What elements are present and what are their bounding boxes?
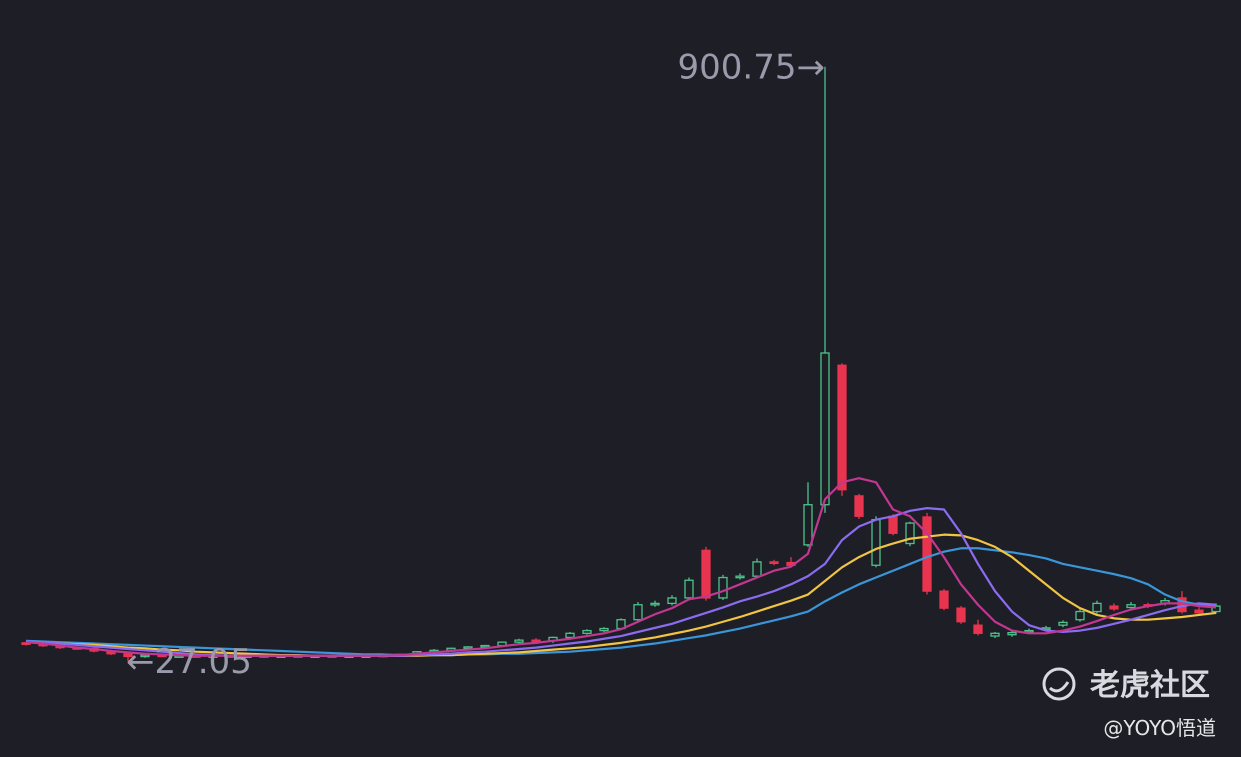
candle-body bbox=[480, 644, 490, 648]
candle-body bbox=[531, 639, 541, 643]
watermark-logo-mark bbox=[1049, 681, 1070, 693]
min-annotation: ←27.05 bbox=[126, 642, 252, 682]
candle-body bbox=[1126, 604, 1136, 609]
candle-body bbox=[463, 646, 473, 650]
watermark-author: @YOYO悟道 bbox=[1103, 716, 1216, 740]
candle-body bbox=[565, 632, 575, 639]
candle-body bbox=[973, 624, 983, 634]
max-annotation: 900.75→ bbox=[678, 48, 825, 88]
candle-body bbox=[718, 576, 728, 599]
candle-body bbox=[1024, 629, 1034, 633]
candle-body bbox=[803, 504, 813, 546]
candle-body bbox=[990, 632, 1000, 637]
candle-body bbox=[582, 629, 592, 634]
candle-body bbox=[905, 522, 915, 545]
candle-body bbox=[922, 516, 932, 592]
ma-line bbox=[25, 477, 1217, 657]
candle-body bbox=[599, 627, 609, 632]
candle-body bbox=[1092, 602, 1102, 613]
candle-body bbox=[650, 602, 660, 606]
candle-body bbox=[1194, 609, 1204, 614]
candle-body bbox=[123, 653, 133, 658]
ma-line bbox=[25, 547, 1217, 657]
watermark-logo bbox=[1042, 667, 1076, 701]
candle-body bbox=[667, 597, 677, 605]
candle-body bbox=[514, 639, 524, 643]
watermark-brand: 老虎社区 bbox=[1090, 668, 1210, 703]
candle-body bbox=[684, 579, 694, 599]
candle-body bbox=[752, 561, 762, 577]
ma-line bbox=[25, 533, 1217, 657]
candle-body bbox=[854, 495, 864, 517]
candle-body bbox=[871, 519, 881, 566]
candle-body bbox=[820, 352, 830, 506]
candle-body bbox=[735, 575, 745, 579]
plot-area: 900.75→ ←27.05 bbox=[21, 48, 1221, 682]
candle-body bbox=[837, 364, 847, 491]
candle-body bbox=[140, 654, 150, 658]
candle-body bbox=[1075, 610, 1085, 621]
candle-body bbox=[1109, 605, 1119, 610]
candle-body bbox=[769, 561, 779, 565]
candle-body bbox=[1058, 621, 1068, 626]
candle-body bbox=[701, 549, 711, 599]
candle-body bbox=[633, 604, 643, 621]
candle-body bbox=[956, 607, 966, 623]
candle-body bbox=[888, 515, 898, 534]
watermark: 老虎社区 @YOYO悟道 bbox=[1042, 667, 1216, 740]
candle-body bbox=[1007, 631, 1017, 636]
candle-body bbox=[939, 590, 949, 609]
